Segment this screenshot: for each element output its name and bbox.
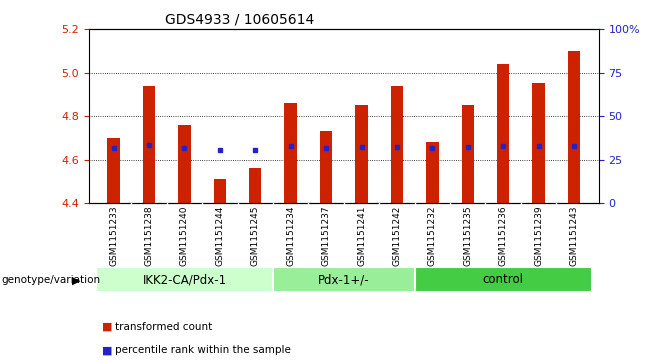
Text: GSM1151234: GSM1151234 <box>286 205 295 266</box>
Bar <box>568 51 580 203</box>
Bar <box>143 86 155 203</box>
Bar <box>391 86 403 203</box>
Bar <box>426 142 438 203</box>
Text: GSM1151235: GSM1151235 <box>463 205 472 266</box>
Text: GSM1151232: GSM1151232 <box>428 205 437 266</box>
Text: GDS4933 / 10605614: GDS4933 / 10605614 <box>165 12 315 26</box>
Bar <box>461 105 474 203</box>
Bar <box>532 83 545 203</box>
Bar <box>273 267 415 292</box>
Text: transformed count: transformed count <box>115 322 213 332</box>
Bar <box>355 105 368 203</box>
Bar <box>249 168 261 203</box>
Text: GSM1151237: GSM1151237 <box>322 205 330 266</box>
Text: ■: ■ <box>102 345 113 355</box>
Bar <box>214 179 226 203</box>
Text: genotype/variation: genotype/variation <box>1 275 101 285</box>
Text: percentile rank within the sample: percentile rank within the sample <box>115 345 291 355</box>
Text: ▶: ▶ <box>72 275 81 285</box>
Text: GSM1151238: GSM1151238 <box>145 205 153 266</box>
Text: control: control <box>483 273 524 286</box>
Text: GSM1151243: GSM1151243 <box>569 205 578 266</box>
Text: IKK2-CA/Pdx-1: IKK2-CA/Pdx-1 <box>142 273 226 286</box>
Text: GSM1151242: GSM1151242 <box>392 205 401 266</box>
Text: GSM1151245: GSM1151245 <box>251 205 260 266</box>
Bar <box>96 267 273 292</box>
Text: GSM1151240: GSM1151240 <box>180 205 189 266</box>
Bar <box>178 125 191 203</box>
Text: GSM1151233: GSM1151233 <box>109 205 118 266</box>
Text: GSM1151236: GSM1151236 <box>499 205 508 266</box>
Text: GSM1151241: GSM1151241 <box>357 205 366 266</box>
Text: Pdx-1+/-: Pdx-1+/- <box>318 273 370 286</box>
Text: ■: ■ <box>102 322 113 332</box>
Bar <box>284 103 297 203</box>
Text: GSM1151244: GSM1151244 <box>215 205 224 266</box>
Bar <box>320 131 332 203</box>
Bar <box>415 267 592 292</box>
Text: GSM1151239: GSM1151239 <box>534 205 543 266</box>
Bar <box>497 64 509 203</box>
Bar <box>107 138 120 203</box>
